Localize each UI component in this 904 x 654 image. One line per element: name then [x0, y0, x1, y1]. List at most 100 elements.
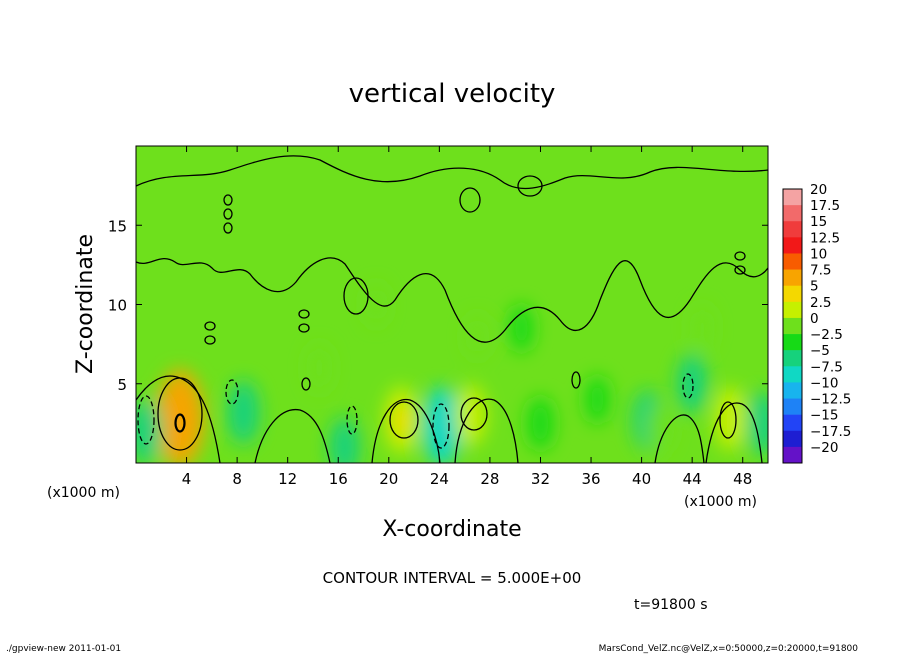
- x-axis-ticks: 4 8 12 16 20 24 28 32 36 40 44 48: [182, 146, 752, 488]
- contour-peak-inner: [174, 413, 186, 433]
- feature-blob-14: [689, 303, 716, 353]
- colorbar-swatch: [783, 237, 802, 254]
- colorbar-swatch: [783, 301, 802, 319]
- x-tick-label: 44: [683, 470, 702, 488]
- contour-zero-midlevel: [136, 257, 768, 343]
- feature-core-13: [684, 368, 700, 399]
- contour-neg-b: [225, 379, 239, 405]
- colorbar-label: −2.5: [810, 327, 843, 343]
- feature-core-17: [137, 414, 155, 448]
- contour-small-j: [517, 175, 543, 197]
- colorbar-swatch: [783, 253, 802, 270]
- contour-neg-e: [346, 405, 358, 435]
- colorbar-swatch: [783, 366, 802, 383]
- contour-small-l: [571, 371, 581, 389]
- feature-core-1: [235, 396, 252, 429]
- colorbar-swatch: [783, 317, 802, 335]
- x-tick-label: 24: [430, 470, 449, 488]
- feature-blob-12: [647, 402, 674, 454]
- feature-core-6: [463, 400, 479, 431]
- contour-small-f: [298, 309, 310, 319]
- y-axis-label: Z-coordinate: [73, 234, 98, 374]
- colorbar-swatch: [783, 430, 802, 448]
- contour-pos-d: [719, 401, 737, 439]
- contour-neg-a: [432, 403, 450, 449]
- feature-core-5: [431, 406, 452, 447]
- y-tick-label: 5: [117, 376, 127, 394]
- x-tick-label: 32: [531, 470, 550, 488]
- contour-neg-d: [137, 395, 155, 445]
- contour-small-b: [223, 208, 233, 220]
- contour-small-a: [223, 194, 233, 206]
- contour-zero-b: [254, 408, 331, 463]
- colorbar-label: −20: [810, 440, 839, 456]
- contour-pos-c: [460, 397, 488, 431]
- feature-core-15: [721, 402, 739, 435]
- contour-small-h: [734, 251, 746, 261]
- x-tick-label: 28: [480, 470, 499, 488]
- time-stamp: t=91800 s: [634, 597, 708, 613]
- colorbar-label: −10: [810, 375, 839, 391]
- x-tick-label: 4: [182, 470, 192, 488]
- contour-pos-b: [389, 401, 419, 439]
- footer-left: ./gpview-new 2011-01-01: [6, 644, 121, 654]
- contour-zero-d: [454, 398, 519, 463]
- x-unit-left: (x1000 m): [47, 485, 120, 501]
- x-axis-label: X-coordinate: [382, 517, 521, 542]
- contour-lower-zero: [136, 375, 221, 463]
- x-tick-label: 16: [329, 470, 348, 488]
- contour-small-k: [459, 187, 481, 213]
- feature-blob-9: [526, 396, 555, 451]
- contour-small-g: [298, 323, 310, 333]
- x-tick-label: 48: [733, 470, 752, 488]
- colorbar-swatch: [783, 382, 802, 399]
- contour-small-i: [734, 265, 746, 275]
- colorbar-label: 10: [810, 246, 827, 262]
- feature-core-0: [168, 394, 193, 444]
- contour-pos-e: [343, 277, 369, 315]
- colorbar-label: −5: [810, 343, 830, 359]
- colorbar-label: 0: [810, 311, 819, 327]
- contour-zero-e: [654, 414, 705, 463]
- colorbar-label: −17.5: [810, 424, 851, 440]
- colorbar-swatch: [783, 189, 802, 206]
- contour-zero-f: [705, 402, 763, 463]
- colorbar-label: −7.5: [810, 359, 843, 375]
- colorbar-label: 5: [810, 279, 819, 295]
- colorbar-label: −12.5: [810, 392, 851, 408]
- contour-small-c: [223, 222, 233, 234]
- x-tick-label: 36: [581, 470, 600, 488]
- colorbar: 2017.51512.5107.552.50−2.5−5−7.5−10−12.5…: [782, 182, 851, 464]
- y-tick-label: 15: [108, 217, 127, 235]
- contour-small-m: [301, 377, 311, 391]
- colorbar-swatch: [783, 221, 802, 238]
- colorbar-swatch: [783, 205, 802, 222]
- x-tick-label: 8: [232, 470, 242, 488]
- chart-title: vertical velocity: [349, 79, 556, 109]
- contour-upper-zero: [136, 155, 768, 190]
- contour-small-e: [204, 335, 216, 345]
- colorbar-swatch: [783, 269, 802, 287]
- x-tick-label: 12: [278, 470, 297, 488]
- colorbar-swatch: [783, 398, 802, 415]
- x-unit-right: (x1000 m): [684, 494, 757, 510]
- contour-interval: CONTOUR INTERVAL = 5.000E+00: [323, 569, 582, 587]
- footer-right: MarsCond_VelZ.nc@VelZ,x=0:50000,z=0:2000…: [599, 644, 859, 654]
- colorbar-label: 2.5: [810, 295, 831, 311]
- colorbar-label: 20: [810, 182, 827, 198]
- x-tick-label: 20: [379, 470, 398, 488]
- feature-blob-8: [508, 304, 535, 353]
- feature-blob-10: [584, 375, 611, 424]
- colorbar-label: 7.5: [810, 263, 831, 279]
- colorbar-swatch: [783, 334, 802, 351]
- feature-core-4: [392, 403, 411, 438]
- plot-area: [135, 145, 769, 464]
- colorbar-label: 15: [810, 214, 827, 230]
- y-tick-label: 10: [108, 297, 127, 315]
- y-axis-ticks: 5 10 15: [108, 217, 768, 394]
- feature-blob-3: [364, 282, 388, 327]
- contour-neg-c: [682, 373, 694, 399]
- contour-zero-c: [371, 398, 441, 463]
- colorbar-frame: [782, 188, 803, 464]
